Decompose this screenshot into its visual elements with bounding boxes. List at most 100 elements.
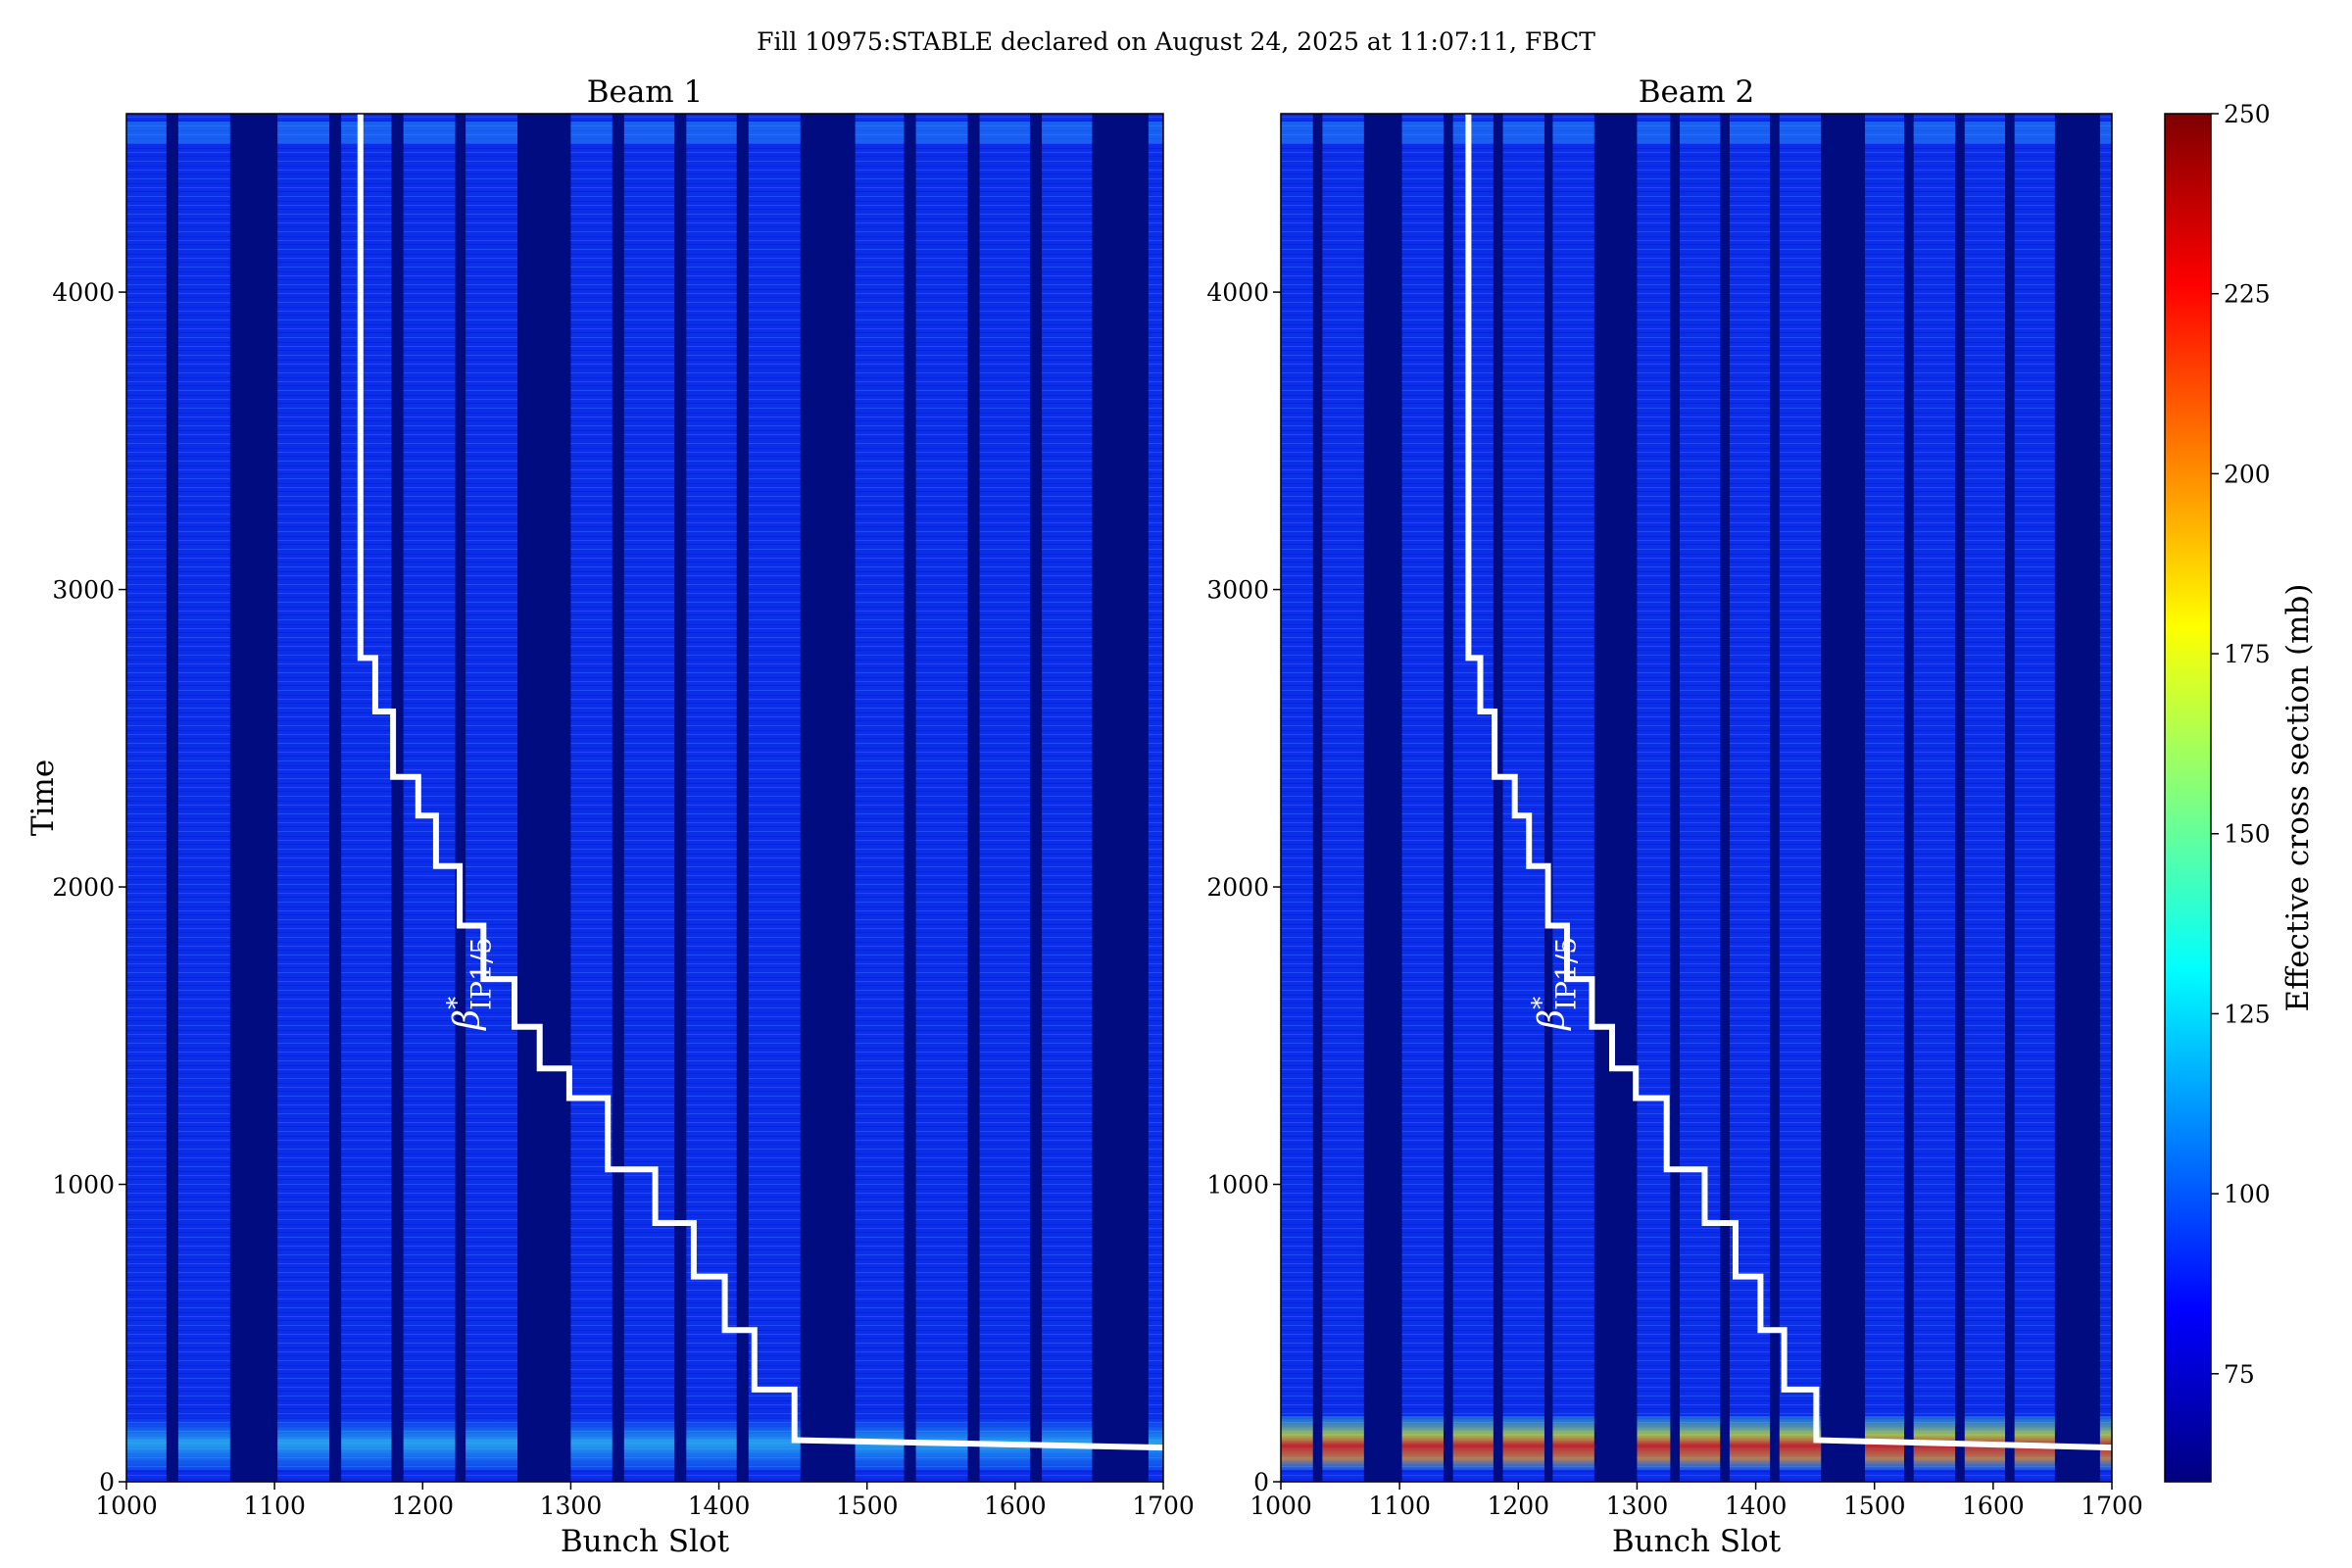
beta-subscript: IP1/5 <box>466 937 498 1010</box>
bunch-train-top-band <box>403 122 456 143</box>
colorbar-tick-label: 125 <box>2224 1000 2271 1028</box>
bunch-train-top-band <box>1401 122 1444 143</box>
bunch-train-top-band <box>277 122 330 143</box>
bunch-train-early-band <box>686 1416 737 1470</box>
bunch-train-early-band <box>1322 1416 1364 1470</box>
bunch-train-top-band <box>2014 122 2055 143</box>
bunch-train-texture <box>979 114 1030 1482</box>
beta-symbol: β <box>1532 1009 1572 1032</box>
beta-superscript: * <box>443 997 472 1009</box>
bunch-train-texture <box>177 114 230 1482</box>
bunch-train-texture <box>570 114 612 1482</box>
y-tick-label: 1000 <box>52 1171 115 1200</box>
bunch-train-texture <box>1964 114 2005 1482</box>
bunch-train-top-band <box>1502 122 1544 143</box>
bunch-train-texture <box>1452 114 1494 1482</box>
bunch-train-early-band <box>1680 1416 1721 1470</box>
bunch-train-top-band <box>2099 122 2112 143</box>
bunch-train-top-band <box>466 122 518 143</box>
bunch-train-texture <box>915 114 968 1482</box>
y-tick-label: 1000 <box>1206 1171 1269 1200</box>
bunch-train-texture <box>403 114 456 1482</box>
bunch-train-early-band <box>277 1416 330 1470</box>
bunch-train-early-band <box>623 1416 675 1470</box>
bunch-train-texture <box>341 114 392 1482</box>
colorbar-label: Effective cross section (mb) <box>2280 584 2316 1012</box>
beta-star-label: β*IP1/5 <box>443 937 498 1032</box>
x-tick-label: 1300 <box>1606 1492 1669 1520</box>
bunch-train-top-band <box>686 122 737 143</box>
bunch-train-texture <box>2014 114 2055 1482</box>
y-tick-label: 0 <box>99 1468 115 1496</box>
bunch-train-texture <box>1779 114 1822 1482</box>
bunch-train-early-band <box>341 1416 392 1470</box>
y-tick-label: 3000 <box>52 576 115 605</box>
bunch-train-early-band <box>1637 1416 1671 1470</box>
x-tick-label: 1600 <box>1962 1492 2025 1520</box>
x-axis-label: Bunch Slot <box>1612 1524 1782 1559</box>
bunch-train-texture <box>1502 114 1544 1482</box>
bunch-train-early-band <box>1148 1416 1163 1470</box>
bunch-train-top-band <box>748 122 801 143</box>
colorbar-tick-label: 150 <box>2224 820 2271 849</box>
bunch-train-early-band <box>466 1416 518 1470</box>
bunch-train-texture <box>466 114 518 1482</box>
bunch-train-texture <box>855 114 905 1482</box>
bunch-train-texture <box>277 114 330 1482</box>
bunch-train-top-band <box>1637 122 1671 143</box>
bunch-train-top-band <box>1964 122 2005 143</box>
bunch-train-early-band <box>1452 1416 1494 1470</box>
bunch-train-top-band <box>1452 122 1494 143</box>
bunch-train-top-band <box>177 122 230 143</box>
colorbar-ticks: 75 100 125 150 175 200 225 250 <box>2211 100 2271 1389</box>
bunch-train-texture <box>748 114 801 1482</box>
x-tick-label: 1500 <box>836 1492 899 1520</box>
colorbar-tick-label: 225 <box>2224 280 2271 309</box>
x-axis-label: Bunch Slot <box>561 1524 730 1559</box>
bunch-train-top-band <box>855 122 905 143</box>
colorbar-tick-label: 100 <box>2224 1180 2271 1208</box>
x-tick-label: 1700 <box>2081 1492 2143 1520</box>
x-tick-label: 1200 <box>391 1492 454 1520</box>
colorbar: 75 100 125 150 175 200 225 250 Effective cross … <box>2164 100 2316 1483</box>
bunch-train-top-band <box>1552 122 1594 143</box>
colorbar-tick-label: 250 <box>2224 100 2271 128</box>
bunch-train-texture <box>1322 114 1364 1482</box>
colorbar-frame <box>2164 113 2212 1483</box>
bunch-train-top-band <box>1680 122 1721 143</box>
x-tick-label: 1400 <box>1725 1492 1788 1520</box>
x-tick-label: 1200 <box>1487 1492 1549 1520</box>
bunch-train-top-band <box>570 122 612 143</box>
bunch-train-texture <box>1042 114 1093 1482</box>
bunch-train-top-band <box>1865 122 1904 143</box>
bunch-train-early-band <box>126 1416 167 1470</box>
bunch-train-top-band <box>979 122 1030 143</box>
x-tick-label: 1600 <box>984 1492 1047 1520</box>
bunch-train-early-band <box>1552 1416 1594 1470</box>
y-tick-label: 0 <box>1253 1468 1269 1496</box>
panel-title: Beam 2 <box>1639 74 1755 110</box>
bunch-train-top-band <box>1281 122 1313 143</box>
colorbar-tick-label: 75 <box>2224 1360 2255 1389</box>
x-tick-label: 1700 <box>1132 1492 1195 1520</box>
bunch-train-texture <box>1401 114 1444 1482</box>
beta-star-stepline <box>1465 114 2113 1451</box>
bunch-train-texture <box>1281 114 1313 1482</box>
colorbar-gradient <box>2165 114 2211 1482</box>
y-axis-label: Time <box>25 760 61 836</box>
beam-2-panel: β*IP1/5 1000 1100 1200 1300 1400 1500 1600 1700 0… <box>1206 74 2142 1559</box>
bunch-train-early-band <box>1502 1416 1544 1470</box>
beta-star-label: β*IP1/5 <box>1527 937 1582 1032</box>
bunch-train-early-band <box>570 1416 612 1470</box>
bunch-train-texture <box>126 114 167 1482</box>
x-tick-label: 1000 <box>95 1492 158 1520</box>
x-tick-label: 1400 <box>688 1492 751 1520</box>
bunch-train-early-band <box>403 1416 456 1470</box>
y-tick-label: 2000 <box>52 873 115 902</box>
bunch-train-early-band <box>1729 1416 1771 1470</box>
x-tick-label: 1100 <box>243 1492 306 1520</box>
x-tick-label: 1300 <box>540 1492 603 1520</box>
bunch-train-texture <box>1148 114 1163 1482</box>
bunch-train-top-band <box>126 122 167 143</box>
